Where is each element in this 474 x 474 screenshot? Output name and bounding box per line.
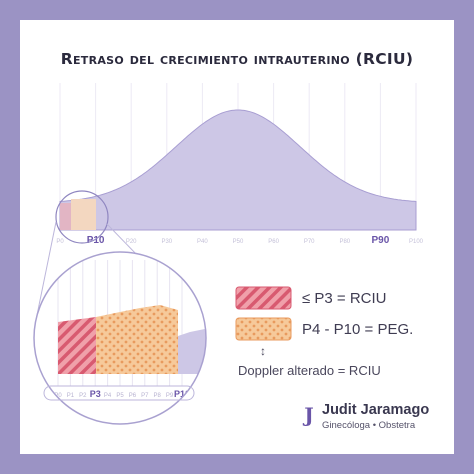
legend-item-rciu: ≤ P3 = RCIU (302, 290, 387, 307)
zoom-axis-frame (43, 385, 195, 401)
zoom-tick-label: P6 (129, 393, 137, 399)
zoom-peg-area (96, 305, 178, 374)
brand-name: Judit Jaramago (322, 402, 430, 418)
legend-swatch-rciu (235, 286, 292, 310)
top-tick-label: P100 (409, 239, 424, 245)
zoom-tick-label: P4 (104, 393, 112, 399)
page-title: Retraso del crecimiento intrauterino (RC… (60, 50, 414, 68)
top-axis: P0 P10 P20 P30 P40 P50 P60 P70 P80 P90 P100 (56, 235, 423, 246)
zoom-tick-label: P5 (116, 393, 124, 399)
top-tick-label: P40 (197, 239, 208, 245)
zoom-tick-label: P10 (174, 389, 190, 399)
zoom-tick-label: P8 (154, 393, 162, 399)
doppler-label: Doppler alterado = RCIU (238, 363, 381, 378)
connector-left (35, 221, 57, 321)
top-tick-label: P60 (268, 239, 279, 245)
bell-curve (59, 109, 417, 231)
p3-p10-band (71, 199, 96, 230)
zoom-tick-label: P3 (90, 389, 101, 399)
brand-subtitle: Ginecóloga • Obstetra (322, 420, 416, 431)
top-tick-label: P70 (304, 239, 315, 245)
zoom-tick-label: P0 (54, 393, 62, 399)
zoom-tick-label: P1 (67, 393, 75, 399)
zoom-tick-label: P7 (141, 393, 149, 399)
top-tick-label: P10 (87, 235, 105, 246)
top-tick-label: P0 (56, 239, 64, 245)
doppler-arrow-icon: ↕ (260, 344, 266, 358)
legend-label-peg: P4 - P10 = PEG. (302, 321, 414, 338)
brand-logo: J (300, 402, 318, 428)
legend-label-rciu: ≤ P3 = RCIU (302, 290, 387, 307)
zoom-tick-label: P2 (79, 393, 87, 399)
svg-text:J: J (302, 403, 313, 427)
p0-p3-band (60, 203, 71, 230)
top-tick-label: P30 (161, 239, 172, 245)
zoom-tick-label: P9 (166, 393, 174, 399)
legend-swatch-peg (235, 317, 292, 341)
zoom-view: P0 P1 P2 P3 P4 P5 P6 P7 P8 P9 P10 (34, 252, 206, 424)
zoom-axis: P0 P1 P2 P3 P4 P5 P6 P7 P8 P9 P10 (54, 389, 190, 399)
zoom-axis-band (34, 388, 206, 400)
big-magnifier-ring (33, 251, 207, 425)
top-tick-label: P80 (339, 239, 350, 245)
top-tick-label: P90 (372, 235, 390, 246)
legend-item-peg: P4 - P10 = PEG. (302, 321, 413, 338)
top-tick-label: P20 (126, 239, 137, 245)
zoom-rciu-area (58, 317, 96, 374)
top-tick-label: P50 (233, 239, 244, 245)
small-magnifier-ring (55, 190, 109, 244)
